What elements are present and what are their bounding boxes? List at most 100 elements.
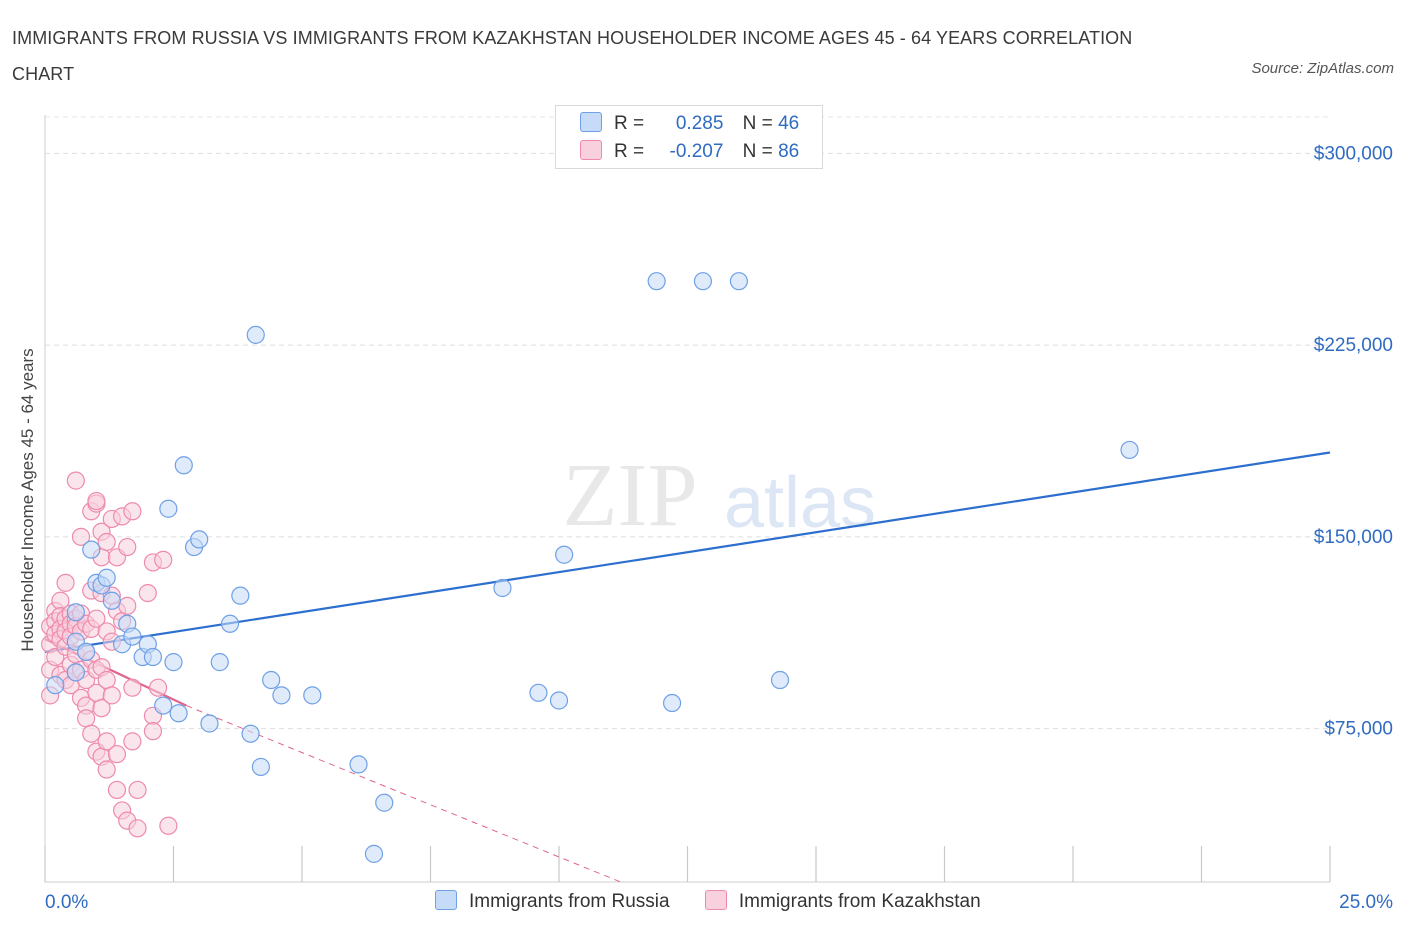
kazakhstan-point xyxy=(123,732,142,751)
chart-title: IMMIGRANTS FROM RUSSIA VS IMMIGRANTS FRO… xyxy=(12,28,1133,84)
russia-point xyxy=(555,545,574,564)
y-tick-label: $150,000 xyxy=(1314,527,1393,548)
kazakhstan-point xyxy=(118,596,137,615)
legend-r-value: 0.285 xyxy=(675,113,724,134)
y-tick-label: $75,000 xyxy=(1324,719,1393,740)
russia-point xyxy=(220,614,240,633)
source-label: Source: ZipAtlas.com xyxy=(1251,60,1394,77)
kazakhstan-point xyxy=(159,816,178,835)
russia-point xyxy=(190,530,209,549)
series-legend-russia[interactable]: Immigrants from Russia xyxy=(435,890,670,913)
legend-row-russia: R = 0.285 N = 46 xyxy=(580,112,799,136)
russia-point xyxy=(66,663,85,682)
kazakhstan-point xyxy=(138,583,157,603)
russia-point xyxy=(349,755,368,774)
kazakhstan-point xyxy=(118,537,137,557)
russia-point xyxy=(77,642,96,662)
kazakhstan-point xyxy=(87,609,106,628)
russia-point xyxy=(200,714,219,733)
russia-point xyxy=(174,456,193,475)
legend-swatch-kazakhstan xyxy=(580,140,602,160)
kazakhstan-point xyxy=(56,573,75,592)
legend-n-value: 46 xyxy=(778,113,800,134)
kazakhstan-point xyxy=(97,732,116,751)
russia-point xyxy=(729,272,749,291)
russia-point xyxy=(46,676,65,695)
x-tick-label: 25.0% xyxy=(1339,892,1393,913)
russia-point xyxy=(169,704,188,723)
watermark-zip: ZIP xyxy=(563,446,698,545)
data-points xyxy=(41,272,1139,863)
kazakhstan-point xyxy=(97,670,116,690)
russia-point xyxy=(231,586,250,605)
russia-point xyxy=(164,653,183,672)
russia-point xyxy=(662,693,682,713)
grid-lines xyxy=(45,116,1330,730)
legend-row-kazakhstan: R = -0.207 N = 86 xyxy=(580,140,799,164)
correlation-legend: R = 0.285 N = 46 R = -0.207 N = 86 xyxy=(555,105,823,169)
russia-point xyxy=(693,272,713,291)
kazakhstan-point xyxy=(97,760,116,779)
kazakhstan-point xyxy=(102,686,121,705)
russia-point xyxy=(66,603,85,622)
watermark-atlas: atlas xyxy=(724,463,876,543)
russia-point xyxy=(123,627,142,646)
trendline-russia xyxy=(44,451,1331,653)
kazakhstan-point xyxy=(148,678,168,697)
series-legend-kazakhstan[interactable]: Immigrants from Kazakhstan xyxy=(704,890,981,913)
russia-point xyxy=(364,844,384,863)
kazakhstan-point xyxy=(128,780,147,800)
kazakhstan-point xyxy=(123,678,142,697)
russia-point xyxy=(97,568,116,587)
legend-n-label: N = xyxy=(742,113,773,134)
series-legend: Immigrants from Russia Immigrants from K… xyxy=(435,890,1011,913)
kazakhstan-point xyxy=(66,471,85,490)
russia-point xyxy=(647,272,666,291)
kazakhstan-point xyxy=(123,502,142,521)
kazakhstan-point xyxy=(77,709,96,728)
russia-point xyxy=(251,757,270,777)
series-swatch-kazakhstan xyxy=(704,890,727,910)
y-tick-label: $300,000 xyxy=(1314,143,1393,164)
legend-r-label: R = xyxy=(614,141,645,162)
russia-point xyxy=(493,578,512,598)
russia-point xyxy=(549,691,569,710)
legend-r-label: R = xyxy=(614,113,645,134)
russia-point xyxy=(529,683,548,702)
legend-r-value: -0.207 xyxy=(669,141,724,162)
kazakhstan-point xyxy=(143,722,163,741)
kazakhstan-point xyxy=(154,550,173,569)
kazakhstan-point xyxy=(97,532,116,552)
series-label-russia: Immigrants from Russia xyxy=(469,891,670,912)
kazakhstan-point xyxy=(87,491,106,511)
kazakhstan-point xyxy=(82,724,101,743)
y-axis-label: Householder Income Ages 45 - 64 years xyxy=(18,348,37,652)
russia-point xyxy=(154,696,173,715)
kazakhstan-point xyxy=(107,745,127,764)
russia-point xyxy=(143,647,163,667)
russia-point xyxy=(159,499,178,518)
legend-n-label: N = xyxy=(742,141,773,162)
tick-labels: $75,000 $150,000 $225,000 $300,000 0.0% 25.0% xyxy=(45,143,1393,913)
kazakhstan-point xyxy=(128,819,147,838)
kazakhstan-point xyxy=(92,699,111,718)
russia-point xyxy=(1120,440,1139,460)
russia-point xyxy=(102,591,121,610)
russia-point xyxy=(272,686,291,705)
axes xyxy=(44,115,1331,883)
russia-point xyxy=(82,540,101,559)
russia-point xyxy=(246,325,265,344)
legend-swatch-russia xyxy=(580,112,602,132)
russia-point xyxy=(262,670,281,690)
watermark: ZIP atlas xyxy=(563,446,877,545)
russia-point xyxy=(303,686,322,705)
legend-n-value: 86 xyxy=(778,141,800,162)
russia-point xyxy=(375,793,394,812)
series-label-kazakhstan: Immigrants from Kazakhstan xyxy=(738,891,981,912)
kazakhstan-point xyxy=(71,527,91,546)
kazakhstan-point xyxy=(107,780,127,800)
y-tick-label: $225,000 xyxy=(1314,335,1393,356)
russia-point xyxy=(770,670,790,690)
russia-point xyxy=(241,724,260,743)
